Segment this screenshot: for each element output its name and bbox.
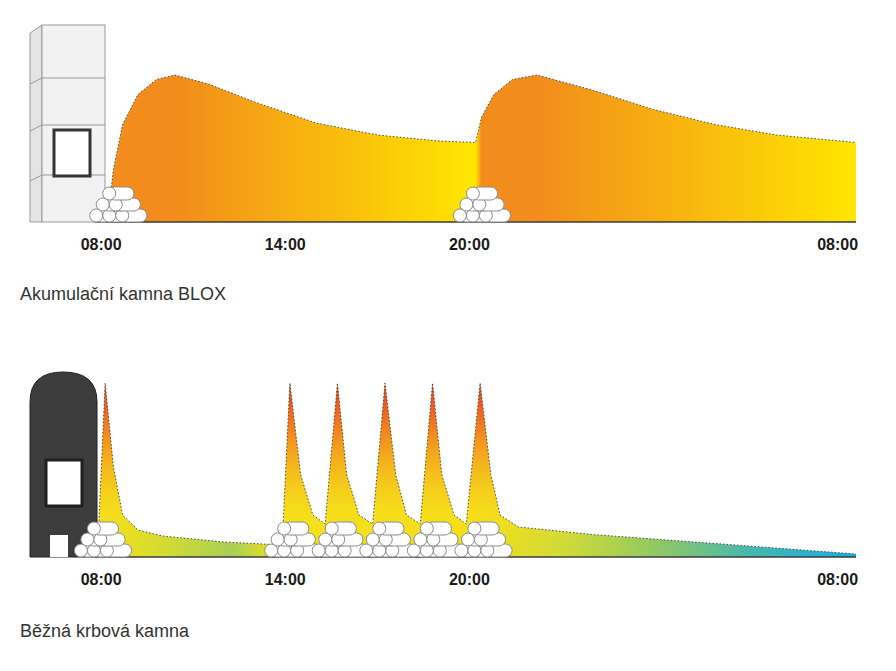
wood-pile (74, 522, 131, 557)
stove-joint (30, 125, 42, 131)
x-tick-label: 14:00 (265, 571, 306, 588)
wood-pile (453, 187, 510, 222)
heat-area (107, 75, 856, 222)
log-end (373, 522, 386, 535)
heat-area-shade (98, 383, 856, 557)
chart-panel: 08:00 14:00 20:00 08:00 Běžná krbová kamna (20, 372, 858, 641)
log-end (87, 522, 100, 535)
plot-area (107, 75, 856, 222)
log-end (325, 522, 338, 535)
x-tick-label: 20:00 (449, 236, 490, 253)
x-tick-label: 14:00 (265, 236, 306, 253)
x-tick-label: 08:00 (81, 236, 122, 253)
stove (30, 25, 105, 222)
stove-joint (30, 175, 42, 181)
heat-outline (107, 75, 856, 222)
stove-joint (30, 78, 42, 84)
stove-front (42, 25, 105, 222)
chart-panel: 08:00 14:00 20:00 08:00 Akumulační kamna BLO… (20, 25, 858, 304)
figure: 08:00 14:00 20:00 08:00 Akumulační kamna BLO… (0, 0, 896, 671)
stove-foot-gap (50, 535, 68, 557)
stove-joint (42, 125, 105, 126)
heat-area (98, 383, 856, 557)
log-end (468, 522, 481, 535)
wood-pile (90, 187, 147, 222)
log-end (466, 187, 479, 200)
x-tick-label: 08:00 (81, 571, 122, 588)
chart-title: Běžná krbová kamna (20, 621, 190, 641)
stove-window (54, 130, 90, 176)
wood-pile (455, 522, 512, 557)
x-tick-label: 08:00 (817, 571, 858, 588)
log-end (420, 522, 433, 535)
x-tick-label: 20:00 (449, 571, 490, 588)
page: {"chart_data": [ {"type": "area", "title… (0, 0, 896, 671)
stove-joint (42, 78, 105, 79)
log-end (278, 522, 291, 535)
x-tick-label: 08:00 (817, 236, 858, 253)
stove-side (30, 25, 42, 222)
log-end (103, 187, 116, 200)
stove-window (46, 460, 82, 506)
chart-title: Akumulační kamna BLOX (20, 284, 226, 304)
plot-area (98, 383, 856, 557)
heat-outline (98, 383, 856, 554)
